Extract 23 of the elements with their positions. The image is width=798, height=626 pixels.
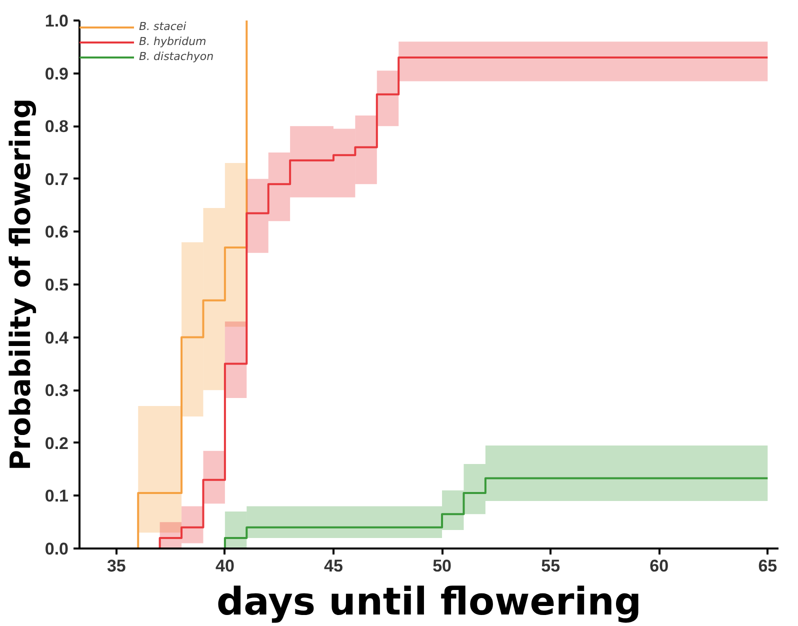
y-tick-label: 0.9 — [44, 64, 69, 84]
y-tick-label: 0.1 — [44, 486, 69, 506]
y-tick-label: 0.0 — [44, 540, 69, 558]
y-tick-label: 0.5 — [44, 276, 69, 294]
x-tick-label: 55 — [541, 556, 560, 576]
x-tick-label: 35 — [106, 556, 126, 576]
y-tick-label: 0.3 — [44, 381, 69, 400]
legend-label: B. hybridum — [139, 35, 206, 48]
y-tick-label: 0.7 — [44, 170, 69, 189]
y-tick-label: 0.6 — [44, 222, 69, 242]
x-tick-label: 65 — [758, 556, 778, 576]
legend-label: B. stacei — [139, 20, 186, 33]
legend-label: B. distachyon — [139, 50, 214, 63]
x-axis-title: days until flowering — [216, 580, 642, 624]
y-tick-label: 0.4 — [44, 328, 70, 348]
x-tick-label: 40 — [215, 556, 234, 576]
x-tick-label: 50 — [432, 556, 452, 576]
y-axis-title: Probability of flowering — [4, 98, 37, 471]
y-tick-label: 0.8 — [44, 117, 69, 136]
y-tick-label: 0.2 — [44, 434, 69, 453]
x-tick-label: 60 — [650, 556, 669, 576]
y-tick-label: 1.0 — [44, 12, 69, 30]
x-tick-label: 45 — [324, 556, 343, 576]
